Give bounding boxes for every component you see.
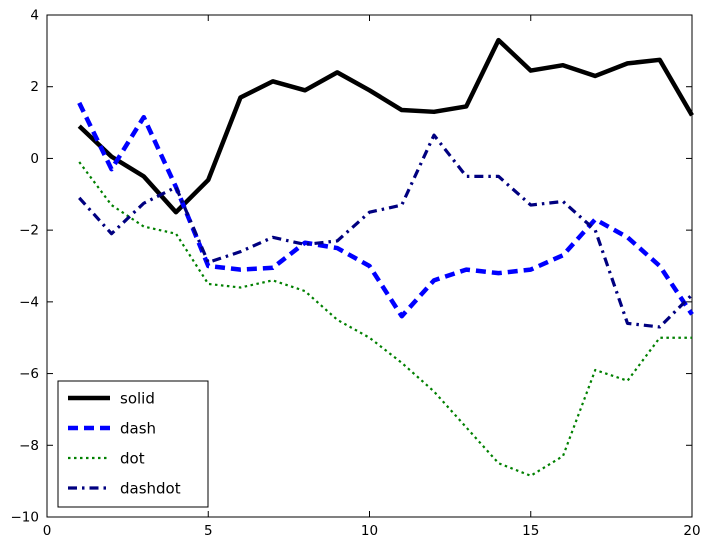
x-tick-label: 0 bbox=[43, 523, 52, 539]
legend-label-dash: dash bbox=[120, 420, 156, 438]
y-tick-label: −2 bbox=[19, 223, 39, 239]
x-tick-label: 20 bbox=[683, 523, 700, 539]
legend-label-solid: solid bbox=[120, 390, 155, 408]
y-tick-label: −4 bbox=[19, 294, 39, 310]
x-tick-label: 15 bbox=[522, 523, 539, 539]
legend-box bbox=[57, 380, 209, 508]
y-tick-label: −8 bbox=[19, 438, 39, 454]
series-line-solid bbox=[77, 37, 694, 215]
y-tick-label: 2 bbox=[30, 79, 39, 95]
series-line-dot bbox=[78, 161, 692, 477]
x-tick-label: 5 bbox=[204, 523, 213, 539]
y-tick-label: −6 bbox=[19, 366, 39, 382]
series-line-dashdot bbox=[78, 133, 694, 329]
x-tick-label: 10 bbox=[361, 523, 378, 539]
y-tick-label: 0 bbox=[30, 151, 39, 167]
legend-label-dot: dot bbox=[120, 450, 145, 468]
legend-label-dashdot: dashdot bbox=[120, 480, 181, 498]
y-tick-label: 4 bbox=[30, 8, 39, 24]
y-tick-label: −10 bbox=[11, 510, 40, 526]
